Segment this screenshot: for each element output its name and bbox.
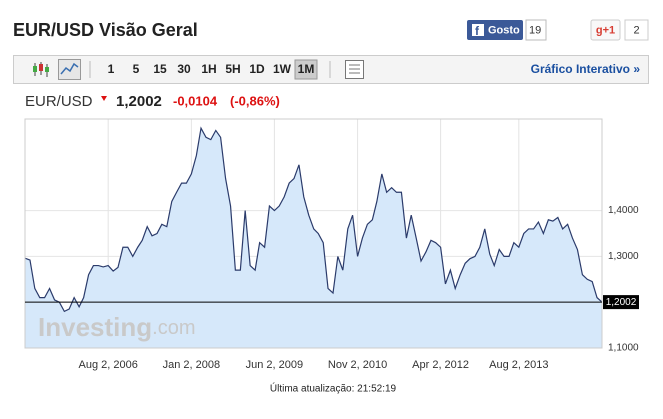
x-tick-label: Nov 2, 2010 <box>328 359 387 371</box>
quote-change-pct: (-0,86%) <box>230 93 280 108</box>
interval-button[interactable]: 5H <box>225 62 240 76</box>
y-tick-label: 1,4000 <box>608 205 639 216</box>
last-price-box <box>603 295 639 310</box>
like-label[interactable]: Gosto <box>488 24 520 36</box>
toolbar <box>13 55 649 84</box>
x-tick-label: Aug 2, 2013 <box>489 359 548 371</box>
down-arrow <box>101 96 107 101</box>
quote-price: 1,2002 <box>116 93 162 110</box>
interactive-link[interactable]: Gráfico Interativo » <box>531 62 641 76</box>
fb-icon <box>472 24 484 36</box>
interval-button[interactable]: 30 <box>177 62 191 76</box>
x-tick-label: Aug 2, 2006 <box>79 359 138 371</box>
line-icon-glyph <box>60 62 79 75</box>
interval-button[interactable]: 15 <box>153 62 167 76</box>
interval-button[interactable]: 1W <box>273 62 292 76</box>
candle-icon[interactable] <box>33 62 49 77</box>
last-price-label: 1,2002 <box>606 297 637 308</box>
x-tick-label: Apr 2, 2012 <box>412 359 469 371</box>
area <box>25 128 602 348</box>
fb-letter: f <box>475 24 480 38</box>
x-tick-label: Jun 2, 2009 <box>246 359 304 371</box>
plus-count: 2 <box>633 24 639 36</box>
like-count-box <box>525 19 547 41</box>
plus-count-box <box>624 19 649 41</box>
like-count: 19 <box>529 24 541 36</box>
interval-button[interactable]: 1 <box>108 62 115 76</box>
page-title: EUR/USD Visão Geral <box>13 20 198 40</box>
line-icon[interactable] <box>58 59 81 80</box>
y-tick-label: 1,3000 <box>608 251 639 262</box>
plus-button[interactable] <box>590 19 621 41</box>
interval-selected <box>294 59 318 80</box>
interval-button[interactable]: 5 <box>133 62 140 76</box>
watermark: Investing.com <box>38 312 195 342</box>
plot-border <box>24 118 603 349</box>
interval-button[interactable]: 1H <box>201 62 216 76</box>
watermark-suffix: .com <box>152 317 195 339</box>
y-tick-label: 1,1000 <box>608 343 639 354</box>
quote-symbol: EUR/USD <box>25 93 93 110</box>
plus-label[interactable]: g+1 <box>596 24 615 36</box>
last-update: Última atualização: 21:52:19 <box>270 382 397 395</box>
interval-button[interactable]: 1M <box>298 62 315 76</box>
interval-button[interactable]: 1D <box>249 62 265 76</box>
quote-change: -0,0104 <box>173 93 218 108</box>
watermark-brand: Investing <box>38 312 152 342</box>
price-line <box>24 126 603 313</box>
x-tick-label: Jan 2, 2008 <box>163 359 221 371</box>
